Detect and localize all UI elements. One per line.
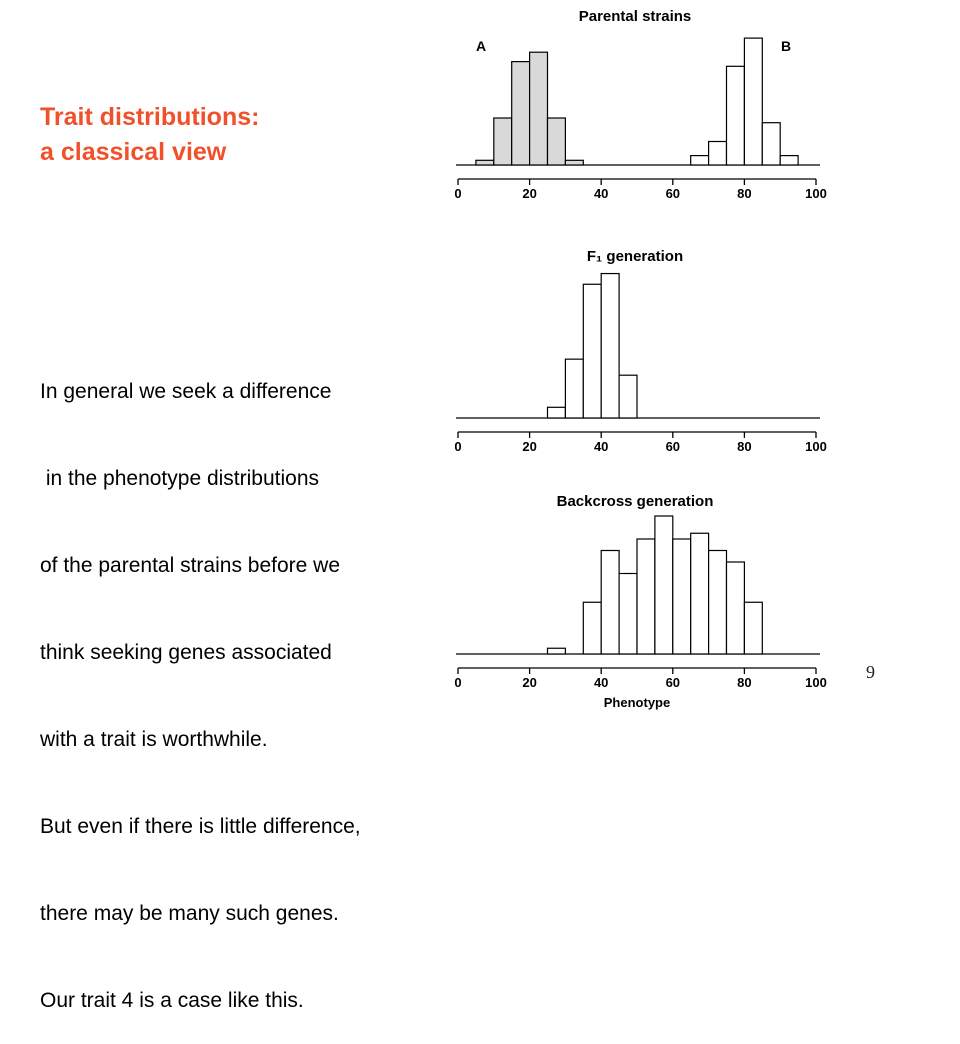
f1-generation-chart: F₁ generation 0 20 40 60 80 100 xyxy=(454,248,826,454)
series-label: A xyxy=(476,38,486,54)
histogram-bar xyxy=(618,572,638,655)
histogram-bar xyxy=(707,549,728,655)
histogram-charts: Parental strains 0 20 40 60 80 100 A B F₁ genera… xyxy=(454,8,826,710)
x-tick-label: 40 xyxy=(594,186,608,201)
histogram-bar xyxy=(725,65,745,166)
histogram-bar xyxy=(475,159,495,166)
histogram-bar xyxy=(690,155,710,166)
body-line: But even if there is little difference, xyxy=(40,815,361,838)
x-tick-label: 80 xyxy=(737,675,751,690)
histogram-bar xyxy=(582,601,602,655)
histogram-bar xyxy=(707,140,728,166)
histogram-bar xyxy=(672,538,692,655)
histogram-bar xyxy=(690,532,710,655)
x-tick-label: 80 xyxy=(737,186,751,201)
x-tick-label: 20 xyxy=(522,675,536,690)
series-label: B xyxy=(781,38,791,54)
histogram-bar xyxy=(779,155,799,166)
backcross-generation-chart: Backcross generation 0 20 40 60 80 100 Phenotyp… xyxy=(454,493,826,710)
chart-title: Backcross generation xyxy=(557,493,714,510)
chart-title: Parental strains xyxy=(579,8,692,25)
x-tick-label: 100 xyxy=(805,186,827,201)
body-line: Our trait 4 is a case like this. xyxy=(40,989,304,1012)
x-tick-label: 80 xyxy=(737,439,751,454)
histogram-bar xyxy=(511,60,531,166)
body-line: of the parental strains before we xyxy=(40,554,341,577)
histogram-bar xyxy=(725,561,745,655)
x-tick-label: 20 xyxy=(522,186,536,201)
body-line: in the phenotype distributions xyxy=(40,467,320,490)
histogram-bar xyxy=(654,515,674,655)
histogram-bar xyxy=(546,117,566,166)
body-line: In general we seek a difference xyxy=(40,380,332,403)
histogram-bar xyxy=(600,549,620,655)
chart-title: F₁ generation xyxy=(587,248,683,265)
histogram-bar xyxy=(618,374,638,419)
slide-title: Trait distributions: a classical view xyxy=(40,100,259,170)
x-tick-label: 100 xyxy=(805,675,827,690)
histogram-bar xyxy=(600,272,620,419)
x-tick-label: 60 xyxy=(666,439,680,454)
x-tick-label: 40 xyxy=(594,675,608,690)
x-tick-label: 40 xyxy=(594,439,608,454)
body-line: there may be many such genes. xyxy=(40,902,339,925)
histogram-bar xyxy=(546,647,566,655)
title-line: Trait distributions: xyxy=(40,103,260,131)
body-line: with a trait is worthwhile. xyxy=(40,728,268,751)
histogram-bar xyxy=(743,37,763,166)
x-tick-label: 0 xyxy=(454,186,461,201)
histogram-bar xyxy=(582,283,602,419)
page-number: 9 xyxy=(866,662,875,682)
x-tick-label: 20 xyxy=(522,439,536,454)
x-tick-label: 0 xyxy=(454,439,461,454)
parental-strains-chart: Parental strains 0 20 40 60 80 100 A B xyxy=(454,8,826,201)
body-line: think seeking genes associated xyxy=(40,641,332,664)
histogram-bar xyxy=(761,122,781,166)
x-tick-label: 60 xyxy=(666,186,680,201)
title-line: a classical view xyxy=(40,138,227,166)
x-tick-label: 100 xyxy=(805,439,827,454)
histogram-bar xyxy=(493,117,513,166)
histogram-bar xyxy=(636,538,656,655)
histogram-bar xyxy=(546,406,566,419)
histogram-bar xyxy=(743,601,763,655)
histogram-bar xyxy=(564,358,584,419)
x-tick-label: 0 xyxy=(454,675,461,690)
x-tick-label: 60 xyxy=(666,675,680,690)
histogram-bar xyxy=(564,159,584,166)
histogram-bar xyxy=(528,51,549,166)
x-axis-label: Phenotype xyxy=(604,695,670,710)
